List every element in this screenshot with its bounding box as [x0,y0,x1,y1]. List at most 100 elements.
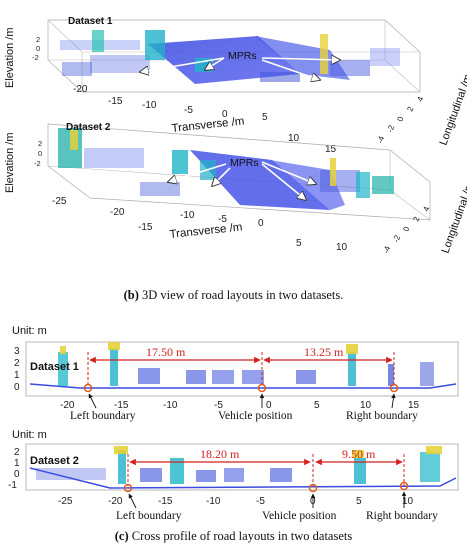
elev-tick: 2 [36,35,40,44]
transverse-tick: -20 [110,207,125,218]
long-tick: 2 [405,105,415,113]
x-tick: -15 [114,400,129,411]
elevation-axis-label-2: Elevation /m [4,132,16,193]
panel-b-svg: MPRs Dataset 1 Elevation /m 2 0 -2 -20 -… [4,16,467,255]
panel-c-cross-profiles: Unit: m 3 2 1 [0,318,467,528]
y-tick: 3 [14,346,20,357]
vehicle-marker-2 [308,483,318,493]
y-tick: 1 [14,458,20,469]
caption-c-text: Cross profile of road layouts in two dat… [131,529,353,543]
transverse-tick: 10 [288,133,300,144]
long-tick: 0 [401,225,411,233]
long-tick: -2 [385,123,396,133]
y-ticks-c2: 2 1 0 -1 [8,447,20,491]
long-tick: -2 [391,233,402,243]
x-tick: 10 [360,400,372,411]
transverse-tick: -20 [73,84,88,95]
x-tick: -10 [206,496,221,507]
dataset-label-b2: Dataset 2 [66,122,111,133]
right-boundary-marker-1 [389,383,399,393]
x-tick: -15 [158,496,173,507]
caption-b: (b) 3D view of road layouts in two datas… [0,288,467,303]
vehicle-position-label-1: Vehicle position [218,410,293,422]
longitudinal-axis-label-2: Longitudinal /m [440,181,467,255]
transverse-tick: 10 [336,242,348,253]
panel-b-3d-views: MPRs Dataset 1 Elevation /m 2 0 -2 -20 -… [4,16,467,255]
mpr-label-2: MPRs [230,157,259,169]
x-tick: -25 [58,496,73,507]
profile-dataset-2: Unit: m 2 1 0 -1 [8,429,459,522]
transverse-tick: -5 [184,105,193,116]
right-boundary-label-2: Right boundary [366,510,438,522]
transverse-ticks-2: -25 -20 -15 -10 -5 0 5 10 [52,196,348,253]
transverse-tick: 5 [262,112,268,123]
long-tick: 4 [421,205,431,213]
y-tick: -1 [8,480,17,491]
elev-tick: 2 [38,139,42,148]
distance-right-2: 9.50 m [342,447,376,461]
transverse-axis-label-1: Transverse /m [171,115,245,135]
y-tick: 2 [14,358,20,369]
left-boundary-marker-1 [83,383,93,393]
elev-tick: -2 [34,159,41,168]
vehicle-position-label-2: Vehicle position [262,510,337,522]
elev-tick: 0 [36,44,40,53]
profile-points-2 [36,446,442,484]
elevation-ticks-1: 2 0 -2 [32,35,40,62]
transverse-tick: -15 [138,222,153,233]
profile-points-1 [58,342,434,386]
x-tick: -20 [60,400,75,411]
transverse-tick: 15 [325,144,337,155]
x-tick: -5 [256,496,265,507]
elevation-ticks-2: 2 0 -2 [34,139,42,168]
right-boundary-label-1: Right boundary [346,410,418,422]
y-ticks-c1: 3 2 1 0 [14,346,20,393]
transverse-tick: -10 [142,100,157,111]
transverse-tick: 5 [296,238,302,249]
x-tick: 15 [408,400,420,411]
transverse-axis-label-2: Transverse /m [169,221,243,241]
mpr-arrows-1 [140,58,340,80]
y-tick: 0 [14,382,20,393]
panel-c-svg: Unit: m 3 2 1 [8,325,459,522]
mpr-label-1: MPRs [228,50,257,62]
transverse-tick: -5 [218,214,227,225]
left-boundary-label-1: Left boundary [70,410,136,422]
right-boundary-marker-2 [399,481,409,491]
transverse-tick: -15 [108,96,123,107]
dataset-label-c2: Dataset 2 [30,455,79,467]
x-ticks-c2: -25 -20 -15 -10 -5 0 5 10 [58,496,414,507]
y-tick: 1 [14,370,20,381]
y-tick: 2 [14,447,20,458]
caption-c: (c) Cross profile of road layouts in two… [0,529,467,544]
long-tick: 2 [411,215,421,223]
x-tick: 10 [402,496,414,507]
transverse-tick: -10 [180,210,195,221]
longitudinal-ticks-1: 4 2 0 -2 -4 [375,95,425,145]
x-tick: -20 [108,496,123,507]
x-tick: -5 [214,400,223,411]
y-tick: 0 [14,469,20,480]
unit-label-2: Unit: m [12,429,47,441]
x-tick: -10 [163,400,178,411]
long-tick: 0 [395,115,405,123]
longitudinal-axis-label-1: Longitudinal /m [438,73,467,147]
x-tick: 5 [356,496,362,507]
distance-left-1: 17.50 m [146,345,186,359]
caption-b-text: 3D view of road layouts in two datasets. [142,288,344,302]
elev-tick: -2 [32,53,39,62]
dataset-label-b1: Dataset 1 [68,16,113,27]
long-tick: 4 [415,95,425,103]
distance-right-1: 13.25 m [304,345,344,359]
caption-c-letter: (c) [114,529,129,543]
elev-tick: 0 [38,149,42,158]
elevation-axis-label-1: Elevation /m [4,27,16,88]
caption-b-letter: (b) [123,288,139,302]
distance-left-2: 18.20 m [200,447,240,461]
transverse-ticks-1: -20 -15 -10 -5 0 5 10 15 [73,84,337,155]
profile-dataset-1: Unit: m 3 2 1 [12,325,459,422]
long-tick: -4 [375,134,386,144]
longitudinal-ticks-2: 4 2 0 -2 -4 [381,205,431,255]
point-cloud-2 [58,128,394,198]
mpr-arrows-2 [168,161,316,200]
